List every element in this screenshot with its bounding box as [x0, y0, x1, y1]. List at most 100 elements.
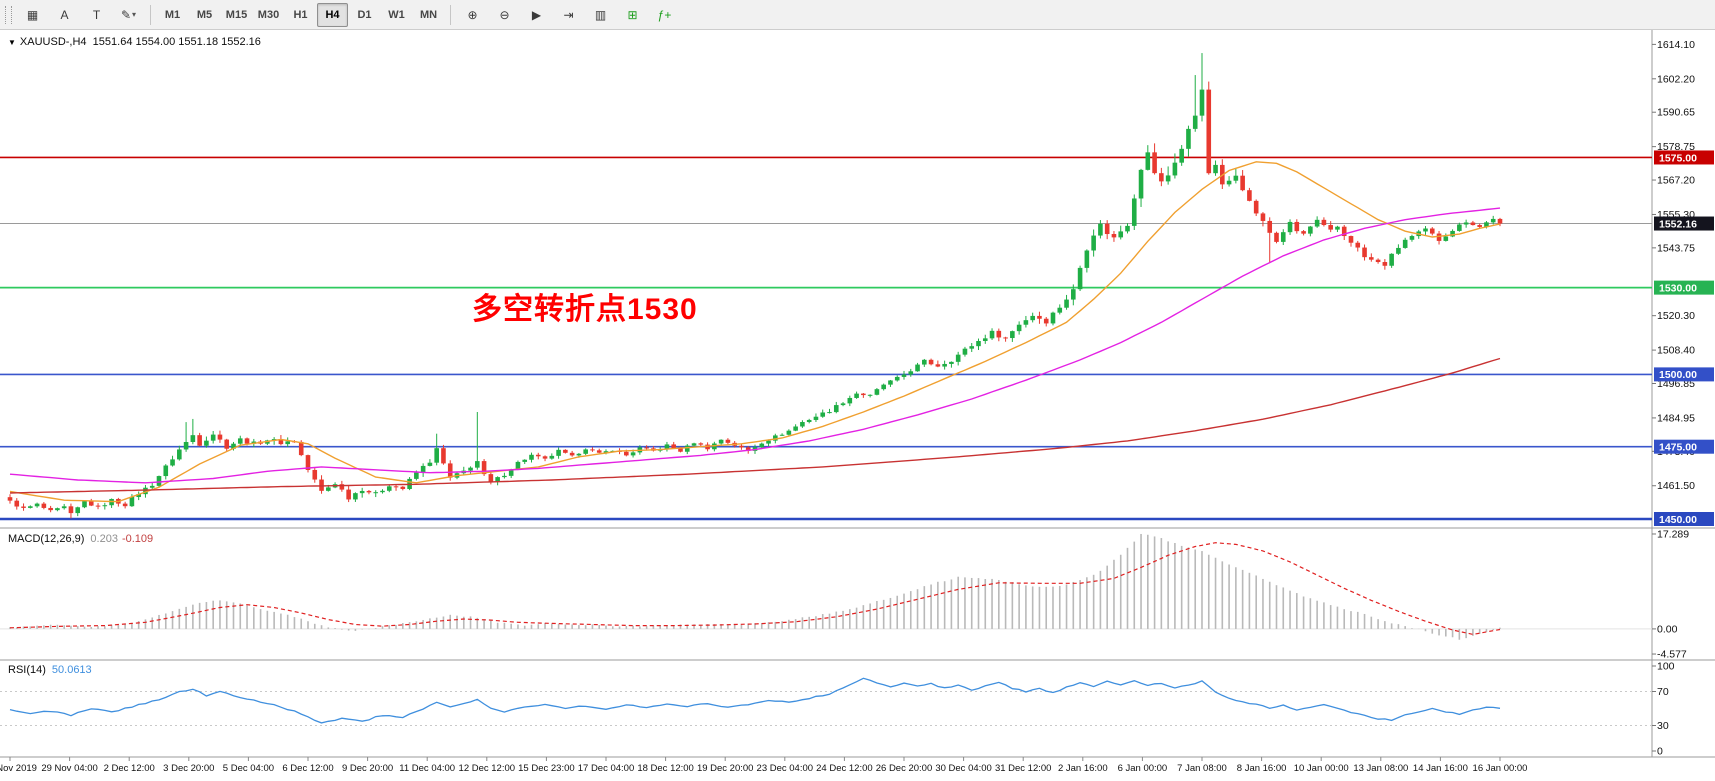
- price-badge-bg: [1654, 216, 1714, 231]
- ma-fast-orange: [9, 161, 1501, 503]
- candle-body: [779, 434, 785, 436]
- candle-body: [739, 445, 744, 448]
- candle-body: [305, 455, 311, 470]
- candle-body: [542, 456, 548, 459]
- price-tick-label: 1567.20: [1657, 175, 1695, 187]
- candle-body: [1057, 307, 1063, 313]
- zoom-out-icon[interactable]: ⊖: [499, 7, 510, 22]
- candle-body: [691, 443, 697, 446]
- price-badge-1500.00: 1500.00: [1654, 367, 1714, 382]
- timeframe-button-m30[interactable]: M30: [257, 8, 280, 21]
- candle-body: [867, 394, 873, 396]
- new-chart-icon[interactable]: ⊞: [627, 7, 638, 22]
- candle-body: [698, 443, 704, 445]
- time-label: 6 Dec 12:00: [282, 763, 333, 774]
- macd-histogram: [9, 533, 1501, 640]
- candle-body: [1274, 232, 1279, 242]
- chevron-down-icon: ▾: [132, 10, 137, 19]
- candle-body: [1389, 253, 1394, 266]
- text-label-tool-icon[interactable]: A: [60, 7, 69, 22]
- chart-shift-icon[interactable]: ⇥: [563, 7, 574, 22]
- candle-body: [163, 465, 169, 477]
- charts-bar-icon[interactable]: ▦: [26, 7, 39, 22]
- candle-body: [48, 507, 53, 511]
- candle-body: [1199, 89, 1205, 116]
- toolbar-drag-handle[interactable]: [5, 5, 12, 24]
- timeframe-button-m1[interactable]: M1: [164, 8, 181, 21]
- timeframe-button-d1[interactable]: D1: [357, 8, 372, 21]
- candle-body: [664, 444, 670, 449]
- candle-body: [1091, 235, 1096, 251]
- candle-body: [1328, 225, 1333, 230]
- rsi-line: [9, 677, 1501, 724]
- candle-body: [386, 486, 392, 491]
- macd-main-value: 0.203: [90, 533, 118, 545]
- timeframe-button-m5[interactable]: M5: [196, 8, 213, 21]
- candle-body: [529, 454, 534, 460]
- symbol-dropdown-icon[interactable]: ▼: [8, 38, 16, 47]
- candle-body: [705, 444, 710, 450]
- candle-body: [1084, 250, 1090, 268]
- candle-body: [88, 501, 94, 506]
- rsi-scale-label: 0: [1657, 746, 1663, 758]
- symbol-info: ▼ XAUUSD-,H4 1551.64 1554.00 1551.18 1552…: [8, 36, 261, 48]
- type-tool-icon[interactable]: T: [92, 7, 101, 22]
- candle-body: [1355, 242, 1361, 248]
- candle-body: [1152, 152, 1157, 174]
- candle-body: [1294, 221, 1300, 232]
- add-indicator-icon[interactable]: ƒ+: [657, 7, 672, 22]
- candle-body: [1497, 218, 1503, 224]
- candle-body: [102, 505, 108, 507]
- candle-body: [447, 463, 453, 478]
- candle-body: [197, 435, 202, 446]
- candle-body: [1071, 289, 1076, 300]
- timeframe-button-w1[interactable]: W1: [388, 8, 405, 21]
- macd-scale-label: 0.00: [1657, 623, 1678, 635]
- macd-name: MACD(12,26,9): [8, 533, 85, 545]
- candle-body: [502, 475, 507, 478]
- price-badge-1552.16: 1552.16: [1654, 216, 1714, 231]
- candle-body: [603, 451, 609, 453]
- timeframe-button-m15[interactable]: M15: [225, 8, 248, 21]
- price-tick-label: 1602.20: [1657, 73, 1695, 85]
- candle-body: [745, 447, 751, 451]
- tile-windows-icon[interactable]: ▥: [594, 7, 607, 22]
- candle-body: [468, 467, 473, 471]
- timeframe-button-mn[interactable]: MN: [419, 8, 438, 21]
- candle-body: [373, 492, 379, 494]
- candle-body: [1348, 236, 1354, 243]
- candle-body: [143, 487, 148, 495]
- candle-body: [1429, 228, 1435, 234]
- chart-annotation[interactable]: 多空转折点1530: [472, 293, 698, 326]
- draw-tools-icon[interactable]: ✎ ▾: [120, 7, 137, 22]
- auto-scroll-icon[interactable]: ▶: [531, 7, 542, 22]
- candle-body: [136, 494, 141, 498]
- price-badge-text: 1575.00: [1659, 152, 1697, 164]
- candle-body: [806, 419, 812, 423]
- candle-body: [1450, 230, 1455, 237]
- candle-body: [1457, 224, 1462, 231]
- rsi-name: RSI(14): [8, 664, 46, 676]
- candle-body: [1192, 115, 1198, 129]
- candle-body: [563, 449, 568, 453]
- candle-body: [427, 462, 433, 466]
- candle-body: [1409, 236, 1415, 240]
- candle-body: [122, 503, 128, 507]
- zoom-in-icon[interactable]: ⊕: [467, 7, 478, 22]
- candle-body: [1321, 219, 1327, 226]
- candle-body: [224, 439, 230, 449]
- timeframe-button-h1[interactable]: H1: [293, 8, 308, 21]
- candle-body: [908, 371, 914, 375]
- candle-body: [434, 448, 439, 463]
- candle-body: [1369, 257, 1374, 260]
- candle-body: [962, 348, 968, 355]
- price-tick-label: 1543.75: [1657, 242, 1695, 254]
- time-label: 30 Dec 04:00: [935, 763, 992, 774]
- price-badge-1450.00: 1450.00: [1654, 512, 1714, 526]
- rsi-scale-label: 30: [1657, 720, 1669, 732]
- candle-body: [217, 434, 223, 440]
- candle-body: [786, 430, 792, 435]
- timeframe-button-h4[interactable]: H4: [317, 2, 348, 27]
